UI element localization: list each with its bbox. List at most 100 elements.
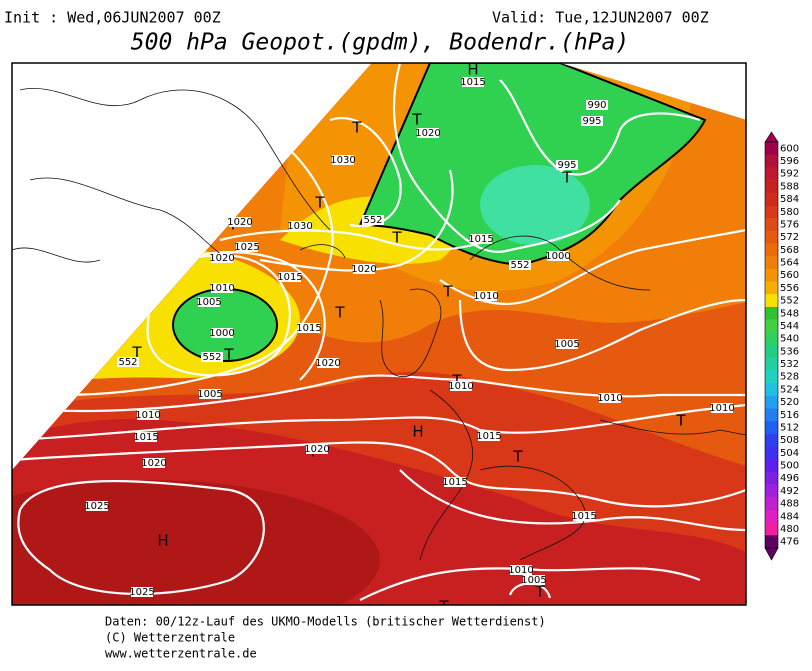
label-background — [581, 116, 603, 126]
isobar-label: 552 — [510, 260, 529, 271]
pressure-center: T — [334, 304, 345, 322]
colorbar-swatch — [765, 319, 778, 333]
colorbar-label: 568 — [780, 245, 799, 256]
label-background — [279, 272, 301, 282]
colorbar: 6005965925885845805765725685645605565525… — [764, 131, 799, 561]
colorbar-label: 512 — [780, 422, 799, 433]
isobar-label: 1020 — [351, 264, 376, 275]
label-background — [86, 501, 108, 511]
isobar-label: 1000 — [209, 328, 234, 339]
label-background — [523, 575, 545, 585]
colorbar-swatch — [765, 167, 778, 181]
label-background — [137, 410, 159, 420]
colorbar-label: 492 — [780, 486, 799, 497]
colorbar-swatch — [765, 370, 778, 384]
colorbar-label: 548 — [780, 308, 799, 319]
label-background — [509, 260, 531, 270]
isobar-label: 1015 — [277, 272, 302, 283]
colorbar-swatch — [765, 192, 778, 206]
footer-copyright: (C) Wetterzentrale — [105, 631, 235, 645]
colorbar-label: 484 — [780, 511, 799, 522]
pressure-center: T — [442, 283, 453, 301]
label-background — [236, 242, 258, 252]
isobar-label: 1000 — [545, 251, 570, 262]
label-background — [332, 155, 354, 165]
isobar-label: 1020 — [415, 128, 440, 139]
colorbar-swatch — [765, 484, 778, 498]
isobar-label: 990 — [587, 100, 606, 111]
colorbar-swatch — [765, 395, 778, 409]
valid-time: Valid: Tue,12JUN2007 00Z — [492, 9, 709, 27]
label-background — [711, 403, 733, 413]
pressure-center: H — [467, 61, 478, 79]
label-background — [143, 458, 165, 468]
colorbar-label: 488 — [780, 499, 799, 510]
colorbar-label: 572 — [780, 232, 799, 243]
isobar-label: 1010 — [448, 381, 473, 392]
colorbar-label: 532 — [780, 359, 799, 370]
label-background — [211, 253, 233, 263]
colorbar-swatch — [765, 535, 778, 549]
colorbar-label: 588 — [780, 181, 799, 192]
isobar-label: 1020 — [304, 444, 329, 455]
label-background — [470, 234, 492, 244]
label-background — [298, 323, 320, 333]
pressure-center: T — [512, 448, 523, 466]
label-background — [586, 100, 608, 110]
colorbar-label: 560 — [780, 270, 799, 281]
colorbar-swatch — [765, 421, 778, 435]
colorbar-top-arrow — [764, 131, 779, 143]
colorbar-label: 592 — [780, 169, 799, 180]
colorbar-swatch — [765, 268, 778, 282]
colorbar-label: 516 — [780, 410, 799, 421]
isobar-label: 1020 — [141, 458, 166, 469]
isobar-label: 1005 — [521, 575, 546, 586]
colorbar-label: 504 — [780, 448, 799, 459]
colorbar-label: 540 — [780, 334, 799, 345]
label-background — [444, 477, 466, 487]
colorbar-label: 556 — [780, 283, 799, 294]
colorbar-swatch — [765, 180, 778, 194]
colorbar-swatch — [765, 433, 778, 447]
isobar-label: 1010 — [209, 283, 234, 294]
pressure-center: T — [131, 344, 142, 362]
label-background — [362, 215, 384, 225]
isobar-label: 1010 — [473, 291, 498, 302]
pressure-center: T — [675, 412, 686, 430]
isobar-label: 552 — [202, 352, 221, 363]
isobar-label: 552 — [363, 215, 382, 226]
colorbar-label: 520 — [780, 397, 799, 408]
colorbar-swatch — [765, 357, 778, 371]
label-background — [556, 339, 578, 349]
colorbar-swatch — [765, 243, 778, 257]
colorbar-label: 596 — [780, 156, 799, 167]
colorbar-swatch — [765, 256, 778, 270]
pressure-center: T — [534, 583, 545, 601]
colorbar-label: 576 — [780, 219, 799, 230]
isobar-label: 1005 — [196, 297, 221, 308]
pressure-center: T — [438, 598, 449, 616]
isobar-label: 1025 — [234, 242, 259, 253]
colorbar-swatch — [765, 142, 778, 155]
label-background — [199, 389, 221, 399]
pressure-center: H — [157, 532, 168, 550]
pressure-center: T — [391, 229, 402, 247]
isobar-label: 1025 — [84, 501, 109, 512]
label-background — [198, 297, 220, 307]
label-background — [417, 128, 439, 138]
pressure-center: T — [451, 372, 462, 390]
colorbar-label: 584 — [780, 194, 799, 205]
label-background — [599, 393, 621, 403]
colorbar-swatch — [765, 408, 778, 422]
isobar-label: 1015 — [460, 77, 485, 88]
map-labels: H10151020990995995TT1030TTT1020102510305… — [84, 61, 734, 616]
isobar-label: 552 — [118, 357, 137, 368]
label-background — [450, 381, 472, 391]
colorbar-swatch — [765, 383, 778, 397]
colorbar-swatch — [765, 306, 778, 320]
label-background — [289, 221, 311, 231]
map-frame — [11, 62, 747, 606]
colorbar-label: 564 — [780, 258, 799, 269]
colorbar-label: 476 — [780, 537, 799, 548]
